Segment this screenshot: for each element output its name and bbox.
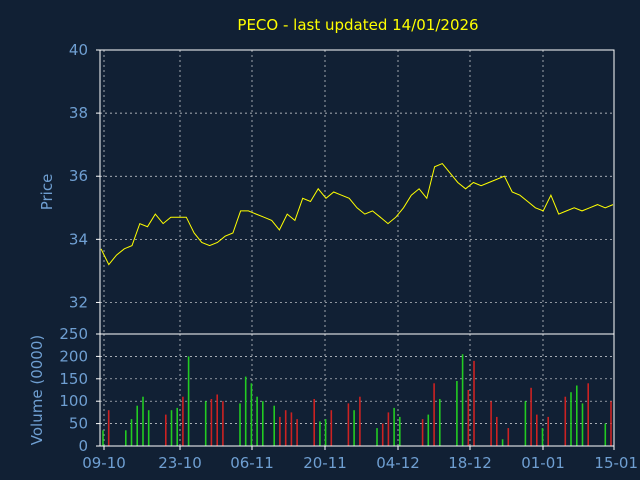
price-y-tick-label: 40 <box>69 41 88 59</box>
price-y-ticks: 32 34 36 38 40 <box>69 41 100 311</box>
x-tick-label: 01-01 <box>521 454 565 472</box>
volume-y-tick-label: 0 <box>78 437 88 455</box>
chart-title: PECO - last updated 14/01/2026 <box>237 16 478 34</box>
volume-y-tick-label: 50 <box>69 415 88 433</box>
price-y-tick-label: 34 <box>69 230 88 248</box>
volume-axis-label: Volume (0000) <box>28 335 46 445</box>
volume-frame <box>99 333 615 447</box>
x-tick-label: 20-11 <box>303 454 347 472</box>
price-y-tick-label: 32 <box>69 293 88 311</box>
x-tick-label: 23-10 <box>158 454 202 472</box>
x-tick-label: 18-12 <box>448 454 492 472</box>
volume-y-tick-label: 150 <box>59 370 88 388</box>
x-axis-ticks: 09-10 23-10 06-11 20-11 04-12 18-12 01-01 15-01 <box>82 446 638 472</box>
price-panel: 32 34 36 38 40 Price <box>38 41 615 335</box>
x-tick-label: 06-11 <box>230 454 274 472</box>
volume-y-tick-label: 200 <box>59 347 88 365</box>
price-y-tick-label: 38 <box>69 104 88 122</box>
x-tick-label: 04-12 <box>376 454 420 472</box>
volume-bars <box>102 354 612 446</box>
x-tick-label: 09-10 <box>82 454 126 472</box>
volume-y-tick-label: 100 <box>59 392 88 410</box>
volume-y-ticks: 0 50 100 150 200 250 <box>59 325 100 455</box>
x-tick-label: 15-01 <box>594 454 638 472</box>
price-line <box>100 162 614 266</box>
volume-y-tick-label: 250 <box>59 325 88 343</box>
volume-panel: 0 50 100 150 200 250 Volume (0000) <box>28 325 615 455</box>
price-y-tick-label: 36 <box>69 167 88 185</box>
price-axis-label: Price <box>38 174 56 211</box>
